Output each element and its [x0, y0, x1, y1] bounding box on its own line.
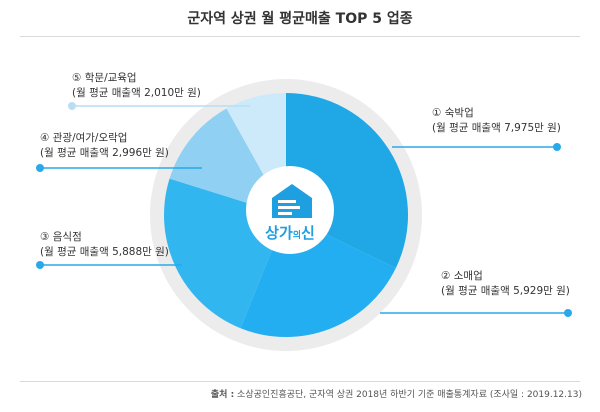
slice-label-4: ④ 관광/여가/오락업 (월 평균 매출액 2,996만 원): [40, 131, 169, 161]
logo-text-main: 상가: [265, 224, 293, 242]
logo: 상가의신: [246, 166, 334, 254]
slice-label-5-name: ⑤ 학문/교육업: [72, 72, 137, 84]
source-label: 출처 :: [210, 390, 235, 400]
leader-dot-4: [36, 164, 44, 172]
logo-text-small: 의: [293, 229, 301, 241]
title-divider: [20, 36, 580, 37]
slice-label-2-name: ② 소매업: [441, 270, 483, 282]
leader-dot-3: [36, 261, 44, 269]
leader-dot-5: [68, 102, 76, 110]
slice-label-3: ③ 음식점 (월 평균 매출액 5,888만 원): [40, 230, 169, 260]
slice-label-1-name: ① 숙박업: [432, 107, 474, 119]
pie-slices: [164, 93, 408, 338]
logo-text: 상가의신: [265, 224, 315, 242]
slice-label-4-detail: (월 평균 매출액 2,996만 원): [40, 147, 169, 159]
slice-label-1-detail: (월 평균 매출액 7,975만 원): [432, 122, 561, 134]
slice-label-5-detail: (월 평균 매출액 2,010만 원): [72, 87, 201, 99]
slice-label-2-detail: (월 평균 매출액 5,929만 원): [441, 285, 570, 297]
slice-label-4-name: ④ 관광/여가/오락업: [40, 132, 128, 144]
slice-label-5: ⑤ 학문/교육업 (월 평균 매출액 2,010만 원): [72, 71, 201, 101]
source-note: 출처 : 소상공인진흥공단, 군자역 상권 2018년 하반기 기준 매출통계자…: [211, 387, 582, 400]
slice-label-3-detail: (월 평균 매출액 5,888만 원): [40, 246, 169, 258]
leader-dot-2: [564, 309, 572, 317]
logo-text-end: 신: [301, 224, 315, 242]
source-text: 소상공인진흥공단, 군자역 상권 2018년 하반기 기준 매출통계자료 (조사…: [237, 390, 582, 400]
slice-label-3-name: ③ 음식점: [40, 231, 82, 243]
slice-label-2: ② 소매업 (월 평균 매출액 5,929만 원): [441, 269, 570, 299]
leader-lines: [36, 102, 572, 317]
slice-label-1: ① 숙박업 (월 평균 매출액 7,975만 원): [432, 106, 561, 136]
footer-divider: [20, 381, 580, 382]
leader-dot-1: [553, 143, 561, 151]
logo-house-icon: [272, 184, 312, 218]
chart-title: 군자역 상권 월 평균매출 TOP 5 업종: [187, 11, 413, 27]
